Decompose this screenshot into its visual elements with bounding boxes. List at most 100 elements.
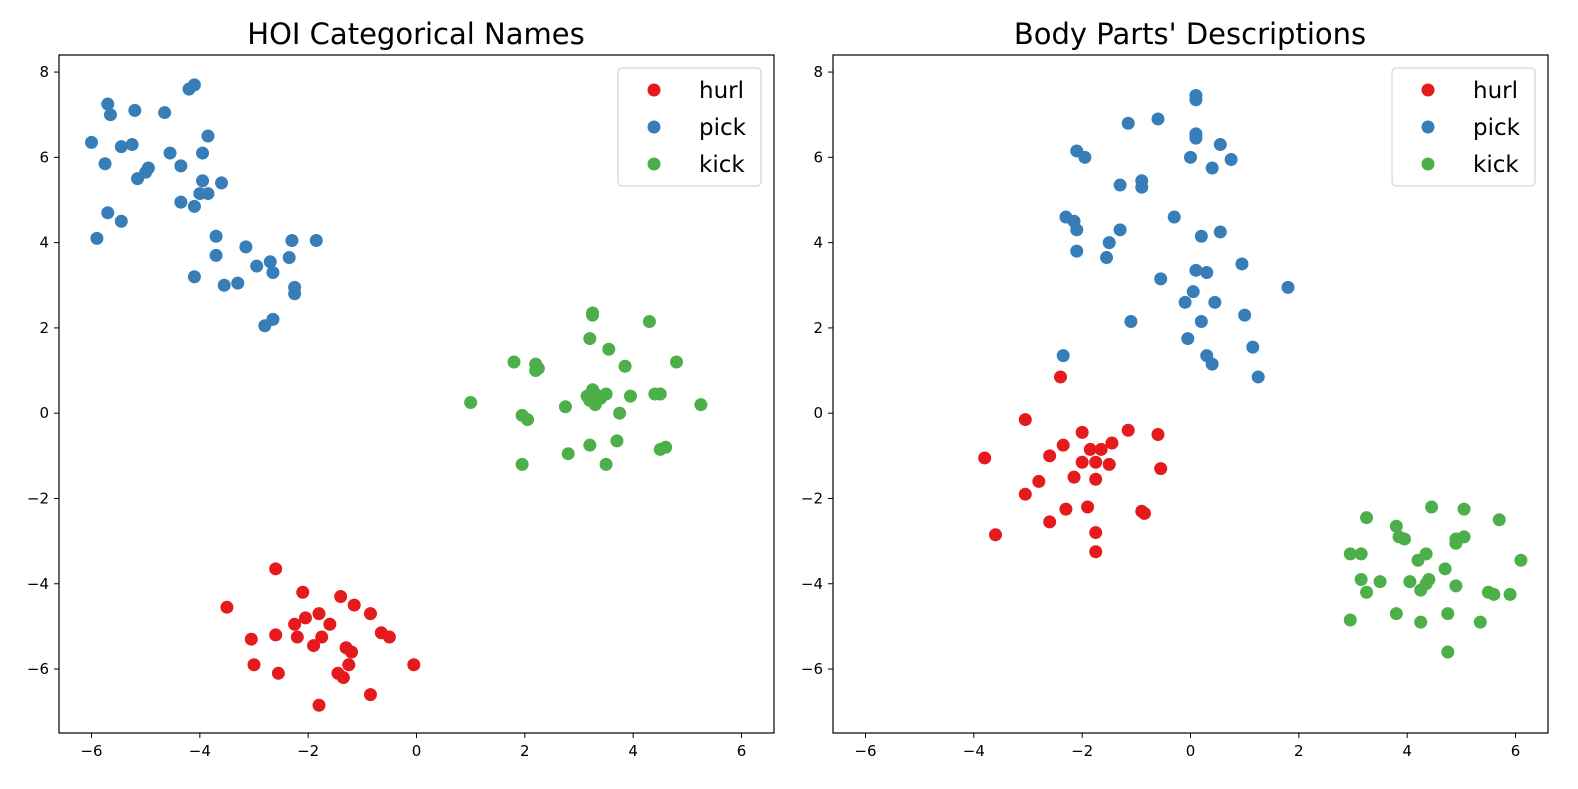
x-tick-label: 4 xyxy=(628,742,638,760)
y-tick-label: 0 xyxy=(813,404,823,422)
data-point-kick xyxy=(1438,562,1452,576)
data-point-hurl xyxy=(1018,487,1032,501)
data-point-pick xyxy=(250,259,264,273)
data-point-pick xyxy=(201,129,215,143)
data-point-kick xyxy=(507,355,521,369)
data-point-pick xyxy=(187,199,201,213)
x-tick-label: 0 xyxy=(1186,742,1196,760)
data-point-hurl xyxy=(312,607,326,621)
x-tick-label: 6 xyxy=(737,742,747,760)
data-point-pick xyxy=(239,240,253,254)
y-tick-label: −6 xyxy=(801,660,823,678)
data-point-pick xyxy=(1189,263,1203,277)
data-point-kick xyxy=(1441,645,1455,659)
data-point-pick xyxy=(1070,223,1084,237)
data-point-hurl xyxy=(271,666,285,680)
data-point-hurl xyxy=(407,658,421,672)
data-point-pick xyxy=(309,233,323,247)
data-point-kick xyxy=(1403,575,1417,589)
data-point-pick xyxy=(266,265,280,279)
data-point-kick xyxy=(1487,587,1501,601)
data-point-pick xyxy=(128,103,142,117)
data-point-kick xyxy=(1492,513,1506,527)
y-tick-label: 4 xyxy=(813,234,823,252)
data-point-pick xyxy=(187,270,201,284)
legend-marker-hurl xyxy=(647,83,661,97)
data-point-kick xyxy=(464,396,478,410)
data-point-kick xyxy=(561,447,575,461)
data-point-hurl xyxy=(382,630,396,644)
y-tick-label: 2 xyxy=(39,319,49,337)
x-tick-label: 4 xyxy=(1402,742,1412,760)
legend-label-hurl: hurl xyxy=(699,78,744,104)
data-point-pick xyxy=(1200,265,1214,279)
data-point-hurl xyxy=(1043,449,1057,463)
data-point-hurl xyxy=(1089,472,1103,486)
data-point-hurl xyxy=(296,585,310,599)
data-point-kick xyxy=(583,438,597,452)
legend: hurl pick kick xyxy=(617,67,762,187)
x-tick-label: −4 xyxy=(963,742,985,760)
data-point-hurl xyxy=(244,632,258,646)
data-point-hurl xyxy=(1137,506,1151,520)
data-point-kick xyxy=(642,315,656,329)
data-point-kick xyxy=(583,332,597,346)
x-tick-label: 0 xyxy=(412,742,422,760)
data-point-pick xyxy=(101,206,115,220)
y-tick-label: 2 xyxy=(813,319,823,337)
data-point-kick xyxy=(1414,615,1428,629)
data-point-pick xyxy=(288,287,302,301)
data-point-kick xyxy=(1389,607,1403,621)
data-point-pick xyxy=(1251,370,1265,384)
data-point-pick xyxy=(1205,161,1219,175)
data-point-pick xyxy=(1056,349,1070,363)
data-point-hurl xyxy=(269,562,283,576)
data-point-pick xyxy=(1113,178,1127,192)
data-point-hurl xyxy=(334,590,348,604)
data-point-hurl xyxy=(1154,462,1168,476)
legend: hurl pick kick xyxy=(1391,67,1536,187)
data-point-pick xyxy=(114,214,128,228)
legend-marker-hurl xyxy=(1421,83,1435,97)
data-point-kick xyxy=(1425,500,1439,514)
data-point-kick xyxy=(521,413,535,427)
data-point-hurl xyxy=(1094,442,1108,456)
legend-marker-pick xyxy=(647,120,661,134)
data-point-pick xyxy=(1194,229,1208,243)
axes-frame xyxy=(832,54,1549,734)
data-point-kick xyxy=(1441,607,1455,621)
data-point-pick xyxy=(209,248,223,262)
data-point-pick xyxy=(1205,357,1219,371)
data-point-kick xyxy=(529,364,543,378)
data-point-pick xyxy=(1151,112,1165,126)
data-point-kick xyxy=(694,398,708,412)
data-point-kick xyxy=(1373,575,1387,589)
data-point-kick xyxy=(594,391,608,405)
x-tick-label: −6 xyxy=(854,742,876,760)
data-points xyxy=(85,78,708,712)
data-point-pick xyxy=(158,106,172,120)
data-point-kick xyxy=(623,389,637,403)
data-point-hurl xyxy=(342,658,356,672)
axis-ticks: −6 −4 −2 0 2 4 6 −6 −4 −2 0 2 4 6 8 xyxy=(27,63,746,760)
data-point-pick xyxy=(1181,332,1195,346)
axis-ticks: −6 −4 −2 0 2 4 6 −6 −4 −2 0 2 4 6 8 xyxy=(801,63,1520,760)
data-point-hurl xyxy=(1151,428,1165,442)
legend-box xyxy=(1391,67,1536,187)
data-point-pick xyxy=(258,319,272,333)
y-tick-label: 8 xyxy=(813,63,823,81)
data-point-hurl xyxy=(1056,438,1070,452)
data-point-hurl xyxy=(269,628,283,642)
data-point-hurl xyxy=(1081,500,1095,514)
data-point-pick xyxy=(1235,257,1249,271)
data-point-pick xyxy=(1224,152,1238,166)
data-point-pick xyxy=(1121,116,1135,130)
data-point-kick xyxy=(1503,587,1517,601)
data-point-kick xyxy=(1360,511,1374,525)
legend-label-pick: pick xyxy=(1473,115,1521,141)
data-point-kick xyxy=(1449,536,1463,550)
x-tick-label: −2 xyxy=(1071,742,1093,760)
data-point-kick xyxy=(670,355,683,369)
data-point-hurl xyxy=(1083,442,1097,456)
